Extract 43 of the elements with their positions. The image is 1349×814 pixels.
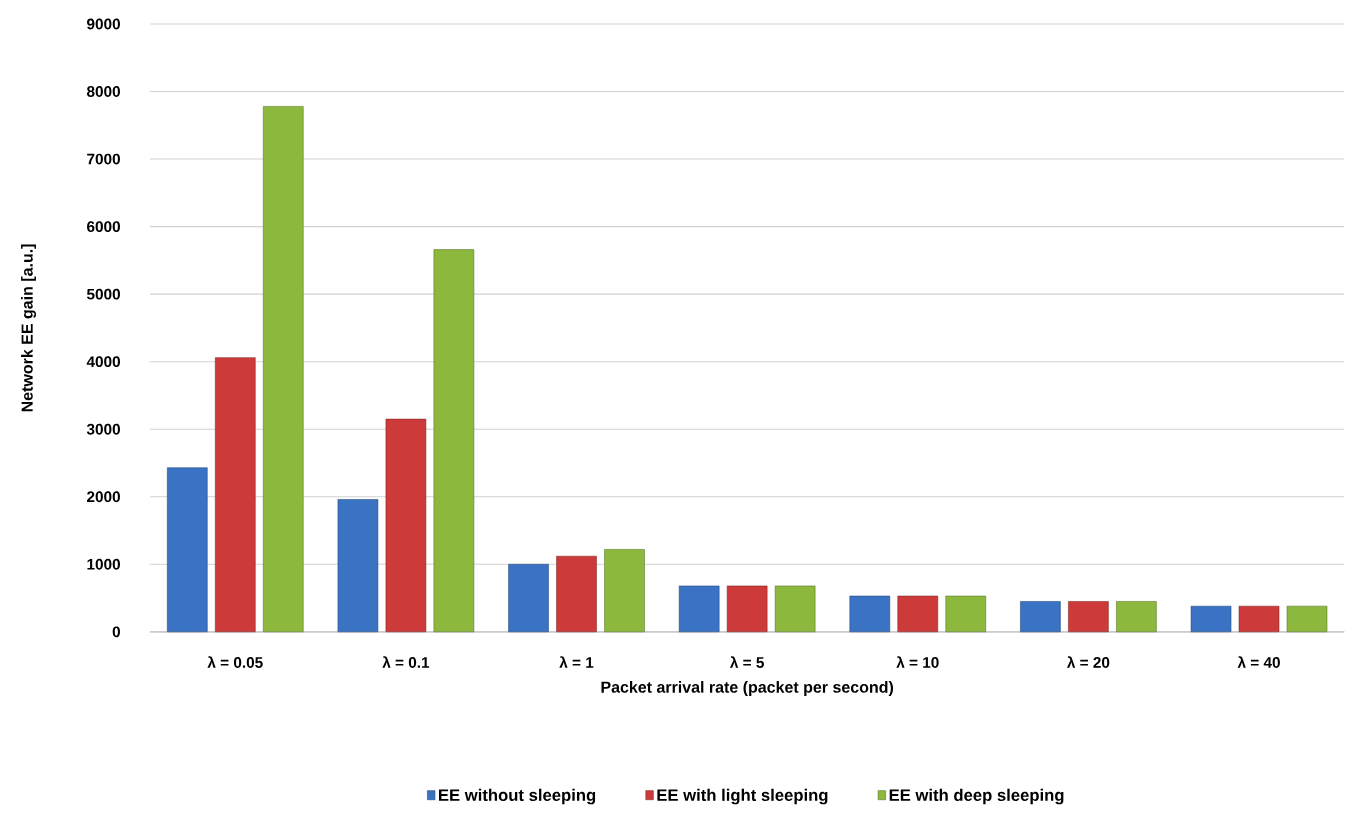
- bar: [337, 498, 379, 632]
- y-tick-label: 3000: [86, 423, 120, 435]
- x-tick-label: λ = 20: [1066, 656, 1110, 668]
- x-tick-label: λ = 10: [896, 656, 939, 668]
- legend-label: EE with light sleeping: [657, 788, 828, 805]
- x-tick-label: λ = 5: [729, 656, 764, 668]
- y-tick-label: 4000: [86, 356, 120, 367]
- bar: [1286, 605, 1328, 632]
- bar: [1116, 600, 1157, 632]
- bar: [433, 249, 475, 632]
- bar: [726, 585, 768, 632]
- y-tick-label: 0: [112, 626, 120, 638]
- bar: [508, 563, 549, 632]
- y-axis-title: Network EE gain [a.u.]: [21, 244, 37, 412]
- bar: [1068, 600, 1109, 632]
- bar: [1190, 605, 1232, 632]
- bar: [263, 105, 304, 632]
- y-tick-label: 1000: [87, 558, 120, 570]
- bar: [678, 585, 720, 632]
- bar: [215, 357, 256, 632]
- bar: [897, 595, 939, 632]
- bar: [167, 467, 208, 632]
- bar: [1020, 600, 1061, 632]
- bar: [945, 595, 987, 632]
- bar: [1238, 605, 1280, 632]
- x-tick-label: λ = 0.1: [382, 656, 430, 668]
- bar: [604, 548, 645, 632]
- x-tick-label: λ = 1: [559, 656, 594, 668]
- y-tick-label: 6000: [87, 220, 120, 232]
- y-tick-label: 5000: [86, 288, 120, 300]
- bar: [556, 555, 597, 632]
- legend-label: EE with deep sleeping: [889, 788, 1064, 805]
- bar: [774, 585, 816, 632]
- y-tick-label: 9000: [87, 18, 120, 30]
- y-tick-label: 7000: [87, 153, 120, 165]
- y-tick-label: 2000: [87, 491, 120, 502]
- bar: [849, 595, 891, 632]
- x-tick-label: λ = 0.05: [207, 656, 263, 668]
- x-axis-title: Packet arrival rate (packet per second): [601, 680, 894, 696]
- legend-label: EE without sleeping: [439, 788, 596, 805]
- y-tick-label: 8000: [86, 85, 120, 97]
- x-tick-label: λ = 40: [1237, 656, 1280, 668]
- bar: [385, 418, 427, 632]
